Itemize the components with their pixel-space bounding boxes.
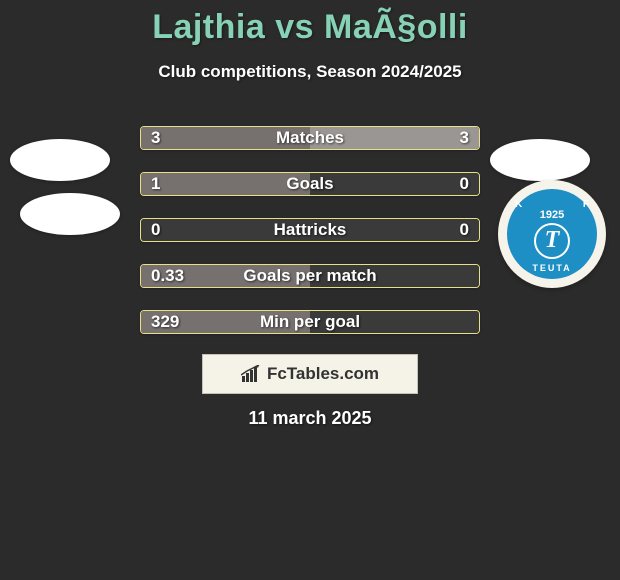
club-badge: K F 1925 T TEUTA [498, 180, 606, 288]
stat-bar: Goals 1 0 [140, 172, 480, 196]
stat-label: Min per goal [260, 312, 360, 332]
brand-text: FcTables.com [267, 364, 379, 384]
chart-icon [241, 365, 263, 383]
stat-value-left: 329 [151, 312, 179, 332]
stat-value-right: 0 [460, 220, 469, 240]
player-left-name: Lajthia [152, 8, 265, 46]
comparison-card: Lajthia vs MaÃ§olli Club competitions, S… [0, 0, 620, 580]
brand-box: FcTables.com [202, 354, 418, 394]
page-title: Lajthia vs MaÃ§olli [0, 8, 620, 47]
title-vs: vs [275, 8, 314, 46]
stat-value-left: 3 [151, 128, 160, 148]
stat-label: Matches [276, 128, 344, 148]
stat-value-right: 0 [460, 174, 469, 194]
stat-bar: Hattricks 0 0 [140, 218, 480, 242]
player-right-avatar [490, 139, 590, 181]
stat-label: Goals [286, 174, 333, 194]
stat-value-left: 0 [151, 220, 160, 240]
stat-value-right: 3 [460, 128, 469, 148]
stat-bar: Goals per match 0.33 [140, 264, 480, 288]
player-left-avatar-2 [20, 193, 120, 235]
stat-bars: Matches 3 3 Goals 1 0 Hattricks 0 0 Goals per mat… [140, 126, 480, 334]
player-right-name: MaÃ§olli [324, 8, 468, 46]
club-kf: K F [507, 199, 597, 210]
club-letter: T [534, 223, 570, 259]
stat-label: Goals per match [243, 266, 376, 286]
stat-value-left: 0.33 [151, 266, 184, 286]
club-name: TEUTA [532, 263, 571, 273]
stat-bar: Min per goal 329 [140, 310, 480, 334]
club-k: K [515, 199, 522, 210]
club-badge-inner: K F 1925 T TEUTA [507, 189, 597, 279]
club-f: F [583, 199, 589, 210]
footer-date: 11 march 2025 [0, 408, 620, 429]
club-year: 1925 [540, 210, 564, 221]
subtitle: Club competitions, Season 2024/2025 [0, 62, 620, 82]
stat-bar: Matches 3 3 [140, 126, 480, 150]
stat-value-left: 1 [151, 174, 160, 194]
stat-label: Hattricks [274, 220, 347, 240]
player-left-avatar-1 [10, 139, 110, 181]
